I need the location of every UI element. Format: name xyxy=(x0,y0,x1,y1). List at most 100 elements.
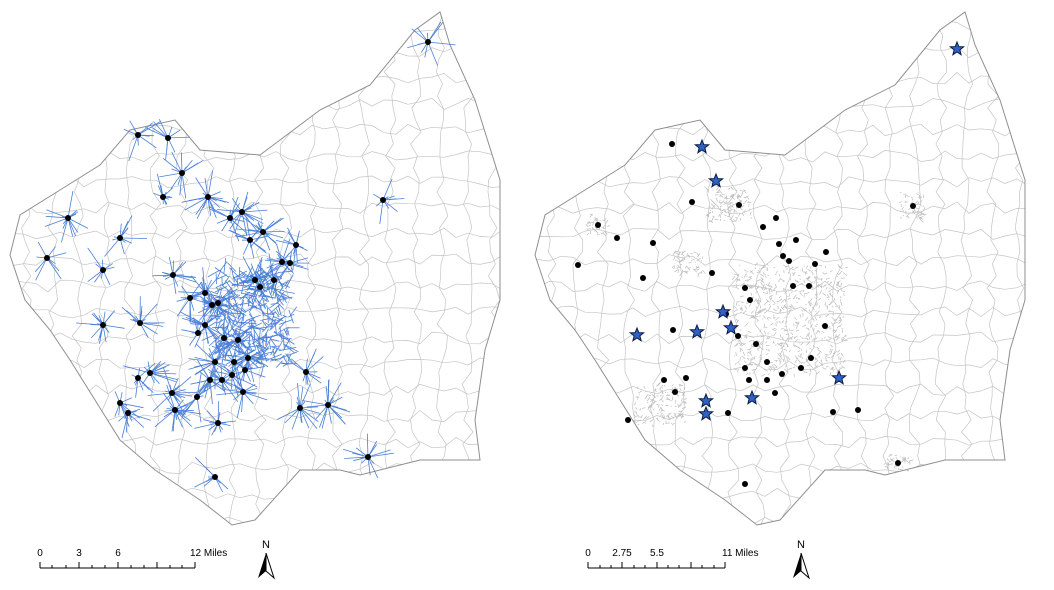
facility-dot-icon xyxy=(365,454,371,460)
facility-dot-icon xyxy=(808,355,814,361)
facility-dot-icon xyxy=(240,389,246,395)
facility-dot-icon xyxy=(709,270,715,276)
facility-dot-icon xyxy=(640,275,646,281)
facility-dot-icon xyxy=(772,390,778,396)
left-north-arrow: N xyxy=(258,539,276,580)
new-site-star-icon xyxy=(697,392,715,408)
facility-dot-icon xyxy=(165,135,171,141)
facility-dot-icon xyxy=(117,235,123,241)
left-map-panel: 0 3 6 12 Miles N xyxy=(9,11,501,580)
facility-dot-icon xyxy=(575,262,581,268)
right-internal-boundaries xyxy=(535,12,1025,525)
facility-dot-icon xyxy=(764,377,770,383)
facility-dot-icon xyxy=(207,377,213,383)
facility-dot-icon xyxy=(260,229,266,235)
facility-dot-icon xyxy=(215,420,221,426)
facility-dot-icon xyxy=(293,242,299,248)
new-site-star-icon xyxy=(628,326,646,342)
facility-dot-icon xyxy=(790,283,796,289)
facility-dot-icon xyxy=(735,333,741,339)
right-north-label: N xyxy=(797,539,805,551)
facility-dot-icon xyxy=(202,290,208,296)
facility-dot-icon xyxy=(855,407,861,413)
north-arrow-icon xyxy=(793,553,801,578)
new-site-star-icon xyxy=(743,389,761,405)
facility-dot-icon xyxy=(65,215,71,221)
right-facility-dots xyxy=(575,141,916,487)
new-site-star-icon xyxy=(707,172,725,188)
facility-dot-icon xyxy=(227,215,233,221)
facility-dot-icon xyxy=(235,337,241,343)
facility-dot-icon xyxy=(205,194,211,200)
facility-dot-icon xyxy=(822,323,828,329)
facility-dot-icon xyxy=(776,241,782,247)
facility-dot-icon xyxy=(297,405,303,411)
facility-dot-icon xyxy=(773,215,779,221)
left-internal-boundaries xyxy=(10,12,500,525)
facility-dot-icon xyxy=(271,277,277,283)
facility-dot-icon xyxy=(747,297,753,303)
facility-dot-icon xyxy=(242,367,248,373)
right-road-network xyxy=(585,186,927,472)
right-scale-label-2: 5.5 xyxy=(650,548,664,559)
facility-dot-icon xyxy=(380,197,386,203)
facility-dot-icon xyxy=(625,417,631,423)
facility-dot-icon xyxy=(910,203,916,209)
facility-dot-icon xyxy=(229,372,235,378)
facility-dot-icon xyxy=(212,474,218,480)
facility-dot-icon xyxy=(746,377,752,383)
facility-dot-icon xyxy=(780,253,786,259)
new-site-star-icon xyxy=(722,319,740,335)
facility-dot-icon xyxy=(100,267,106,273)
facility-dot-icon xyxy=(786,258,792,264)
facility-dot-icon xyxy=(742,285,748,291)
facility-dot-icon xyxy=(303,369,309,375)
left-scale-bar: 0 3 6 12 Miles xyxy=(37,548,227,569)
facility-dot-icon xyxy=(670,327,676,333)
facility-dot-icon xyxy=(725,410,731,416)
facility-dot-icon xyxy=(279,259,285,265)
facility-dot-icon xyxy=(689,199,695,205)
facility-dot-icon xyxy=(257,284,263,290)
facility-dot-icon xyxy=(160,194,166,200)
facility-dot-icon xyxy=(219,377,225,383)
north-arrow-icon xyxy=(258,553,266,578)
right-scale-bar: 0 2.75 5.5 11 Miles xyxy=(585,548,759,569)
facility-dot-icon xyxy=(202,322,208,328)
left-scale-label-3: 12 Miles xyxy=(190,548,227,559)
facility-dot-icon xyxy=(245,355,251,361)
facility-dot-icon xyxy=(760,224,766,230)
facility-dot-icon xyxy=(683,375,689,381)
facility-dot-icon xyxy=(823,249,829,255)
facility-dot-icon xyxy=(742,365,748,371)
facility-dot-icon xyxy=(215,300,221,306)
facility-dot-icon xyxy=(806,283,812,289)
facility-dot-icon xyxy=(798,365,804,371)
left-region-outline xyxy=(9,11,501,526)
facility-dot-icon xyxy=(742,481,748,487)
facility-dot-icon xyxy=(614,235,620,241)
left-scale-label-0: 0 xyxy=(37,548,43,559)
facility-dot-icon xyxy=(812,261,818,267)
facility-dot-icon xyxy=(187,295,193,301)
facility-dot-icon xyxy=(179,170,185,176)
right-map-panel: 0 2.75 5.5 11 Miles N xyxy=(534,11,1026,580)
right-north-arrow: N xyxy=(793,539,811,580)
facility-dot-icon xyxy=(252,277,258,283)
facility-dot-icon xyxy=(764,359,770,365)
facility-dot-icon xyxy=(137,320,143,326)
facility-dot-icon xyxy=(135,132,141,138)
facility-dot-icon xyxy=(125,410,131,416)
left-facility-dots xyxy=(44,39,431,480)
facility-dot-icon xyxy=(221,335,227,341)
facility-dot-icon xyxy=(231,359,237,365)
facility-dot-icon xyxy=(239,209,245,215)
facility-dot-icon xyxy=(830,409,836,415)
facility-dot-icon xyxy=(44,255,50,261)
facility-dot-icon xyxy=(325,402,331,408)
new-site-star-icon xyxy=(948,40,966,56)
new-site-star-icon xyxy=(714,303,732,319)
facility-dot-icon xyxy=(650,240,656,246)
left-scale-label-2: 6 xyxy=(115,548,121,559)
